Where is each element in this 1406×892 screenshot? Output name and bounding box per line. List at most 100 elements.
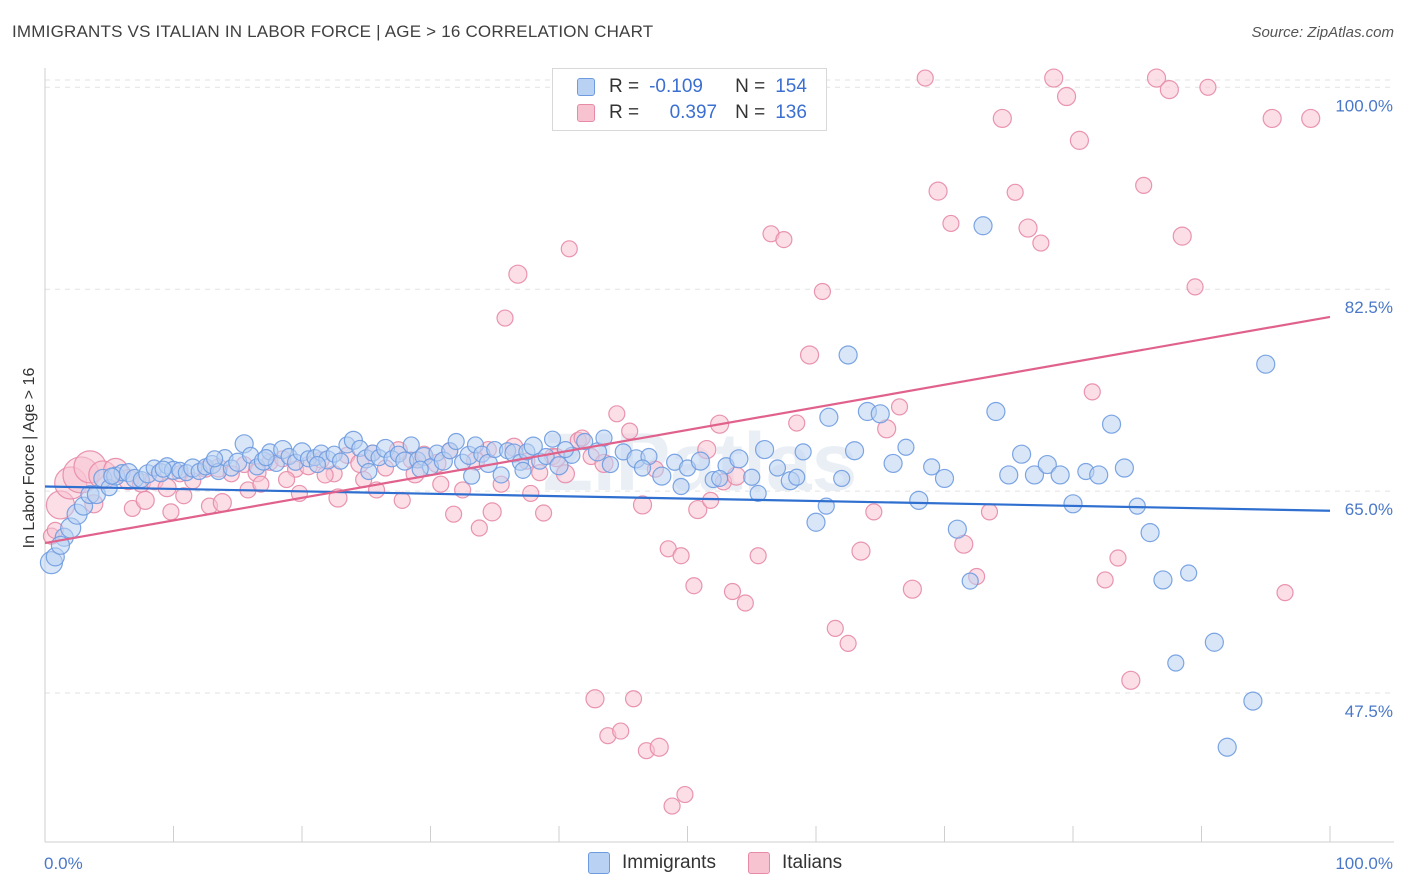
- italians-point: [585, 689, 605, 709]
- immigrants-point: [633, 459, 652, 477]
- italians-point: [252, 475, 270, 493]
- y-tick-label: 82.5%: [1345, 298, 1393, 317]
- immigrants-point: [1024, 465, 1045, 485]
- italians-point: [1276, 584, 1294, 602]
- italians-point: [942, 214, 960, 233]
- y-tick-label: 100.0%: [1335, 96, 1393, 115]
- italians-point: [865, 503, 883, 521]
- immigrants-point: [206, 450, 224, 468]
- legend-n-value: 136: [775, 102, 807, 123]
- bottom-legend-italians: Italians: [747, 852, 842, 874]
- italians-point: [992, 108, 1012, 129]
- immigrants-point: [973, 216, 993, 236]
- bottom-legend-immigrants: Immigrants: [588, 852, 716, 874]
- italians-point: [328, 488, 348, 508]
- italians-point: [212, 493, 232, 513]
- immigrants-point: [749, 484, 767, 503]
- immigrants-point: [1089, 465, 1109, 485]
- y-axis-label: In Labor Force | Age > 16: [21, 368, 38, 549]
- italians-point: [1069, 130, 1090, 150]
- italians-point: [702, 491, 720, 509]
- immigrants-point: [934, 468, 955, 489]
- immigrants-point: [1011, 444, 1032, 464]
- immigrants-point: [897, 438, 915, 456]
- italians-point: [902, 579, 922, 599]
- italians-point: [851, 541, 871, 561]
- immigrants-point: [833, 469, 851, 488]
- italians-point: [928, 181, 948, 201]
- immigrants-point: [1153, 570, 1173, 590]
- immigrants-point: [308, 455, 327, 474]
- italians-point: [1044, 68, 1064, 88]
- italians-point: [1146, 68, 1167, 88]
- italians-point: [839, 634, 857, 653]
- x-tick-label: 100.0%: [1335, 854, 1393, 873]
- immigrants-point: [1217, 737, 1237, 757]
- italians-point: [1186, 278, 1204, 296]
- y-tick-label: 65.0%: [1345, 500, 1393, 519]
- legend: R = -0.109 N = 154 R = 0.397 N = 136: [552, 68, 827, 131]
- italians-point: [496, 309, 514, 327]
- italians-point: [1135, 176, 1153, 194]
- tick-labels: 47.5% 65.0% 82.5% 100.0% 0.0% 100.0%: [44, 96, 1393, 873]
- immigrants-point: [909, 490, 929, 510]
- italians-point: [608, 405, 626, 423]
- immigrants-point: [492, 466, 510, 484]
- immigrants-point: [1167, 654, 1185, 672]
- immigrants-point: [768, 459, 787, 477]
- italians-point: [723, 582, 742, 601]
- immigrants-point: [838, 345, 858, 365]
- immigrants-point: [549, 456, 569, 476]
- immigrants-point: [360, 462, 378, 481]
- italians-point: [1018, 218, 1038, 238]
- italians-point: [672, 547, 690, 565]
- italians-point: [1301, 108, 1321, 129]
- italians-point: [685, 577, 703, 595]
- italians-point: [775, 230, 793, 249]
- italians-point: [612, 722, 630, 740]
- italians-point: [736, 594, 754, 612]
- immigrants-point: [1256, 354, 1276, 374]
- legend-r-value: -0.109: [649, 76, 703, 97]
- immigrants-point: [463, 467, 481, 485]
- italians-point: [663, 797, 681, 815]
- data-points: [39, 68, 1321, 815]
- italians-point: [813, 282, 832, 301]
- legend-row-italians: R = 0.397 N = 136: [577, 101, 807, 125]
- immigrants-point: [788, 468, 806, 486]
- italians-point: [393, 491, 411, 509]
- axes: [44, 68, 1394, 843]
- immigrants-point: [595, 429, 613, 447]
- immigrants-point: [1243, 691, 1263, 711]
- trend-lines: [44, 315, 1331, 545]
- italians-point: [980, 503, 999, 521]
- italians-point: [1121, 670, 1141, 690]
- italians-point: [277, 470, 296, 489]
- italians-point: [799, 345, 820, 365]
- immigrants-point: [1063, 494, 1083, 514]
- legend-n-label: N =: [735, 76, 766, 97]
- bottom-swatch-italians: [747, 852, 770, 874]
- immigrants-point: [523, 436, 543, 456]
- italians-point: [560, 240, 578, 258]
- italians-point: [649, 737, 669, 757]
- immigrants-point: [1114, 458, 1135, 478]
- legend-r-label: R =: [609, 76, 640, 97]
- immigrants-point: [447, 432, 465, 451]
- immigrants-point: [729, 449, 749, 469]
- immigrants-point: [690, 451, 710, 471]
- italians-point: [1199, 78, 1217, 96]
- immigrants-point: [1180, 564, 1198, 582]
- italians-point: [1096, 571, 1114, 589]
- italians-point: [788, 414, 806, 432]
- italians-point: [432, 475, 450, 493]
- source-label: Source: ZipAtlas.com: [1251, 24, 1394, 41]
- immigrants-point: [1204, 632, 1224, 652]
- immigrants-point: [331, 452, 350, 470]
- italians-point: [175, 487, 193, 505]
- immigrants-point: [961, 572, 979, 590]
- immigrants-point: [514, 461, 532, 479]
- italians-point: [826, 619, 844, 638]
- legend-row-immigrants: R = -0.109 N = 154: [577, 75, 807, 99]
- immigrants-point: [1037, 454, 1057, 475]
